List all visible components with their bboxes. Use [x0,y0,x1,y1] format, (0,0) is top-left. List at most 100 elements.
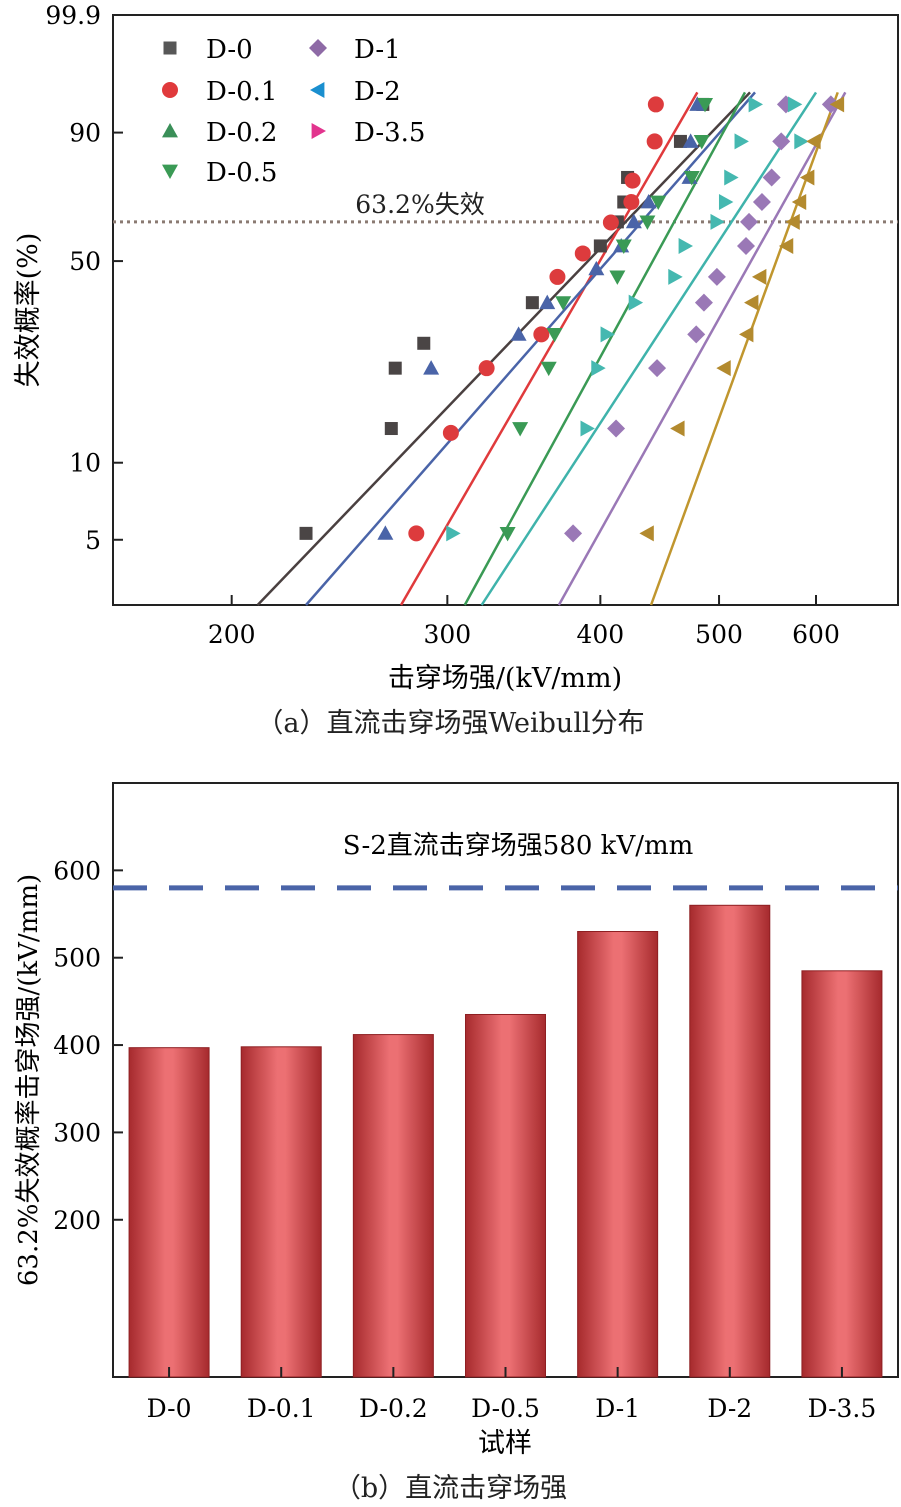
legend-label: D-2 [354,77,401,107]
data-point-d-0 [417,336,431,350]
data-point-d-0-2 [625,213,642,229]
weibull-fit-line [649,91,839,606]
data-point-d-1 [762,168,781,187]
data-point-d-3-5 [678,237,693,254]
bar-x-tick-label: D-0.2 [359,1394,428,1423]
bar-x-tick-label: D-0.5 [471,1394,540,1423]
bar-d-2 [689,904,771,1378]
data-point-olive [799,169,815,186]
bar-y-tick-label: 200 [53,1206,101,1235]
data-point-d-1 [772,132,791,151]
data-point-d-0-1 [602,214,619,231]
data-point-d-0-2 [377,525,394,540]
bar-x-tick-label: D-1 [595,1394,640,1423]
data-point-d-0-5 [499,526,516,542]
legend-label: D-0.2 [206,118,277,148]
data-point-d-3-5 [787,96,803,113]
data-point-d-0-2 [640,193,657,209]
data-point-d-0-1 [478,360,495,377]
weibull-fit-line [399,91,699,606]
data-point-d-0-1 [442,424,459,441]
bar-x-tick-label: D-0 [147,1394,192,1423]
weibull-fit-lines [256,91,847,606]
data-point-d-3-5 [794,133,809,150]
data-point-d-0 [384,422,398,436]
bar-y-axis: 200 300 400 500 600 [53,856,123,1235]
legend-label: D-1 [354,35,401,65]
data-point-d-3-5 [628,294,644,311]
data-point-olive [806,133,821,150]
data-point-d-0 [388,361,402,375]
legend-label: D-0 [206,35,253,65]
bar-x-tick-label: D-2 [707,1394,752,1423]
data-point-d-0-2 [689,96,706,111]
bar-d-0-1 [240,1046,322,1378]
bar-d-3-5 [801,970,883,1378]
data-point-d-0-1 [623,193,640,210]
data-point-d-3-5 [591,360,606,377]
bar-chart-panel: 200 300 400 500 600 D-0 D-0.1 D-0.2 D-0.5 D-1 D-2… [14,782,899,1459]
weibull-x-axis-label: 击穿场强/(kV/mm) [388,663,622,694]
weibull-fit-line [305,91,756,606]
bar-y-tick-label: 500 [53,944,101,973]
data-point-d-3-5 [718,193,734,210]
data-point-olive [829,96,845,113]
data-point-d-0-5 [639,215,656,230]
annotation-63-2-failure: 63.2%失效 [355,190,484,219]
data-point-d-3-5 [446,525,461,542]
data-point-d-0-5 [697,98,714,113]
legend-marker [309,39,327,57]
data-point-olive [785,213,800,230]
data-point-olive [791,193,807,210]
data-point-d-0 [593,239,607,253]
bar-y-tick-label: 600 [53,856,101,885]
data-point-d-1 [740,212,759,231]
bar-d-0-5 [465,1013,546,1378]
data-point-d-0-5 [693,135,710,150]
data-point-d-0-5 [540,361,557,377]
data-point-d-0-2 [423,360,440,375]
data-point-d-0-1 [408,525,425,542]
legend-marker [162,123,178,138]
data-point-d-1 [564,524,583,543]
weibull-x-tick-label: 500 [695,620,743,649]
weibull-fit-line [463,91,747,606]
bar-y-tick-label: 300 [53,1118,101,1147]
weibull-fit-line [557,91,847,606]
data-point-d-0-1 [647,96,664,113]
data-point-d-0 [299,526,313,540]
data-point-olive [751,268,767,285]
weibull-y-axis-label: 失效概率(%) [13,233,44,388]
legend-label: D-3.5 [354,118,425,148]
bar-d-1 [577,931,659,1378]
data-point-d-0-5 [512,422,529,437]
data-point-d-3-5 [748,96,764,113]
legend-marker [162,164,178,179]
data-point-d-0-5 [615,239,632,254]
data-point-d-3-5 [600,326,615,343]
data-point-d-3-5 [710,213,725,230]
bar-series [128,904,883,1378]
weibull-fit-line [256,91,751,606]
legend-marker [311,123,326,139]
data-point-d-3-5 [668,268,683,285]
bar-x-axis: D-0 D-0.1 D-0.2 D-0.5 D-1 D-2 D-3.5 [147,1367,877,1423]
bar-y-tick-label: 400 [53,1031,101,1060]
data-point-olive [716,360,731,377]
weibull-legend: D-0 D-0.1 D-0.2 D-0.5 D-1 D-2 D-3.5 [162,35,425,188]
legend-label: D-0.1 [206,77,277,107]
data-point-olive [778,237,794,254]
data-point-d-1 [687,325,706,344]
bar-x-tick-label: D-3.5 [808,1394,877,1423]
weibull-plot-frame [112,14,899,606]
data-point-d-0-5 [683,171,700,186]
weibull-x-tick-label: 200 [208,620,256,649]
data-point-d-0-2 [588,260,605,276]
bar-y-axis-label: 63.2%失效概率击穿场强/(kV/mm) [14,874,44,1286]
bar-d-0 [128,1047,210,1378]
data-point-d-3-5 [724,169,739,186]
data-point-olive [739,326,754,343]
data-point-d-0-5 [555,296,572,311]
data-point-d-1 [694,293,713,312]
data-point-olive [670,420,685,437]
